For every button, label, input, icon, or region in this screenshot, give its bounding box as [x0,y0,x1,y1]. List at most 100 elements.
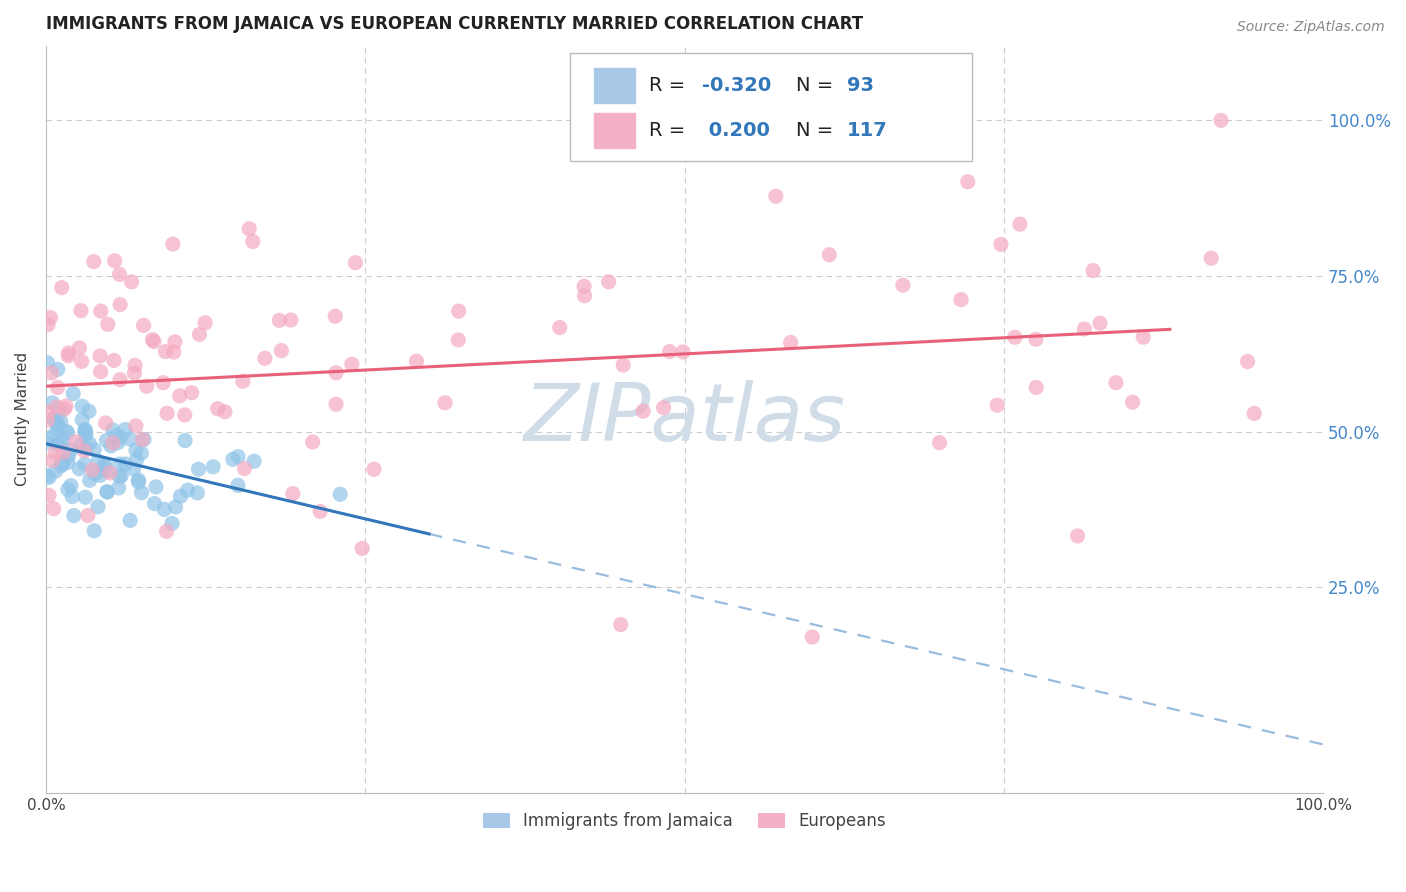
Point [104,253,127,268]
Point [60,442,83,457]
Point [1008,217,1031,231]
Point [1122,395,1144,409]
Point [98,466,121,480]
Point [153,502,176,516]
Point [96,484,118,499]
FancyBboxPatch shape [593,112,634,148]
Point [96,434,118,448]
Point [363,462,385,476]
Point [143,497,166,511]
Point [62,508,84,523]
Point [280,313,302,327]
Point [70,354,93,368]
Point [131,433,153,447]
Point [950,293,973,307]
Point [405,354,427,368]
Point [344,256,367,270]
Point [37,435,59,450]
Point [79,436,101,450]
Point [1132,330,1154,344]
Point [160,516,183,531]
Point [73,457,96,471]
Point [169,389,191,403]
Point [108,457,131,471]
Point [96,485,118,500]
Point [174,434,197,448]
Point [49,436,72,450]
Point [1088,316,1111,330]
Point [67,341,90,355]
Point [73,443,96,458]
Point [233,461,256,475]
Text: R =: R = [648,76,692,95]
Point [45,400,67,414]
Text: 117: 117 [846,120,887,139]
Point [1236,354,1258,368]
Point [79,473,101,487]
Point [652,401,675,415]
Point [110,469,132,483]
Point [125,418,148,433]
Point [42,501,65,516]
Point [609,617,631,632]
Point [574,289,596,303]
Point [891,278,914,293]
Point [58,349,80,363]
Point [37,405,59,419]
Point [41,430,63,444]
Point [46,437,69,451]
Point [1025,332,1047,346]
Point [155,524,177,539]
Point [101,423,124,437]
Point [548,320,571,334]
Legend: Immigrants from Jamaica, Europeans: Immigrants from Jamaica, Europeans [477,805,893,837]
Point [141,333,163,347]
Point [62,386,84,401]
Point [56,483,79,497]
Point [243,454,266,468]
Point [90,365,112,379]
Point [1199,251,1222,265]
Point [177,483,200,497]
Point [340,357,363,371]
Point [42,453,65,467]
Point [232,374,254,388]
Point [152,376,174,390]
Point [612,358,634,372]
Point [38,470,60,484]
Point [58,449,80,463]
Point [269,313,291,327]
Point [598,275,620,289]
Point [281,486,304,500]
Point [1209,113,1232,128]
Point [779,335,801,350]
Point [207,401,229,416]
Point [70,437,93,451]
Point [110,430,132,444]
Point [55,425,77,439]
Point [765,189,787,203]
Text: -0.320: -0.320 [703,76,772,95]
Point [214,405,236,419]
Point [89,349,111,363]
Point [125,443,148,458]
Point [72,412,94,426]
Point [1004,330,1026,344]
Point [325,397,347,411]
Point [73,423,96,437]
Point [38,488,60,502]
Point [108,373,131,387]
Text: R =: R = [648,120,692,139]
Point [202,459,225,474]
Point [108,297,131,311]
Point [956,175,979,189]
Point [55,399,77,413]
Point [124,359,146,373]
Point [120,432,142,446]
Point [37,469,59,483]
Text: Source: ZipAtlas.com: Source: ZipAtlas.com [1237,20,1385,34]
Point [67,462,90,476]
Point [163,345,186,359]
Point [120,513,142,527]
Point [97,318,120,332]
